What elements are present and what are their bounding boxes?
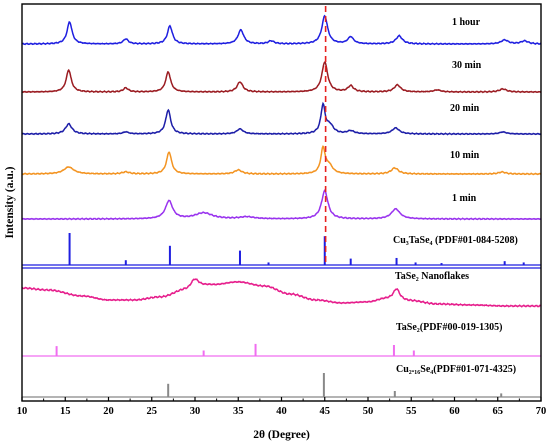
series-3-trace: [21, 145, 542, 176]
x-tick-label-65: 65: [493, 406, 504, 417]
x-tick-label-40: 40: [276, 406, 287, 417]
x-axis-title: 2θ (Degree): [253, 429, 310, 441]
series-2-label: 20 min: [450, 103, 480, 114]
series-labels: 1 hour 30 min 20 min 10 min 1 min TaSe₂ Nanof…: [393, 17, 518, 375]
series-5-trace: [21, 278, 542, 308]
x-tick-label-30: 30: [190, 406, 201, 417]
series-1-trace: [21, 61, 542, 94]
series-5-label: TaSe₂ Nanoflakes: [395, 271, 469, 282]
reference-pattern-label-2: Cu₂.₁₆Se₄(PDF#01-071-4325): [396, 364, 516, 375]
series-2-trace: [21, 101, 542, 136]
x-tick-label-15: 15: [60, 406, 71, 417]
x-tick-label-25: 25: [147, 406, 158, 417]
x-tick-label-10: 10: [17, 406, 28, 417]
series-4-label: 1 min: [452, 193, 477, 204]
x-tick-label-60: 60: [449, 406, 460, 417]
reference-pattern-label-1: TaSe₂(PDF#00-019-1305): [396, 322, 503, 333]
x-tick-label-70: 70: [536, 406, 547, 417]
x-tick-label-20: 20: [103, 406, 114, 417]
x-tick-label-55: 55: [406, 406, 417, 417]
series-0-label: 1 hour: [452, 17, 481, 28]
x-tick-label-45: 45: [320, 406, 331, 417]
series-4-trace: [21, 189, 542, 221]
series-0-trace: [21, 14, 542, 46]
x-axis-ticks: 10 15 20 25 30 35 40 45 50 55 60 65 70: [17, 397, 547, 417]
series-3-label: 10 min: [450, 150, 480, 161]
y-axis-title: Intensity (a.u.): [4, 166, 16, 238]
x-tick-label-35: 35: [233, 406, 244, 417]
xrd-traces: [21, 14, 542, 308]
x-tick-label-50: 50: [363, 406, 374, 417]
reference-pattern-label-0: Cu₃TaSe₄ (PDF#01-084-5208): [393, 235, 518, 246]
series-1-label: 30 min: [452, 60, 482, 71]
